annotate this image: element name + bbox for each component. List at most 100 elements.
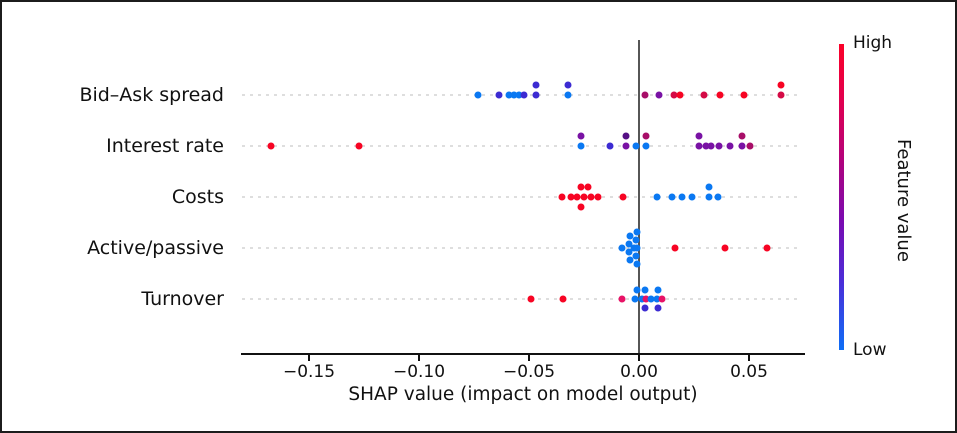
- data-point: [641, 304, 649, 312]
- data-point: [564, 91, 572, 99]
- data-point: [622, 132, 630, 140]
- data-point: [671, 244, 679, 252]
- data-point: [564, 81, 572, 89]
- data-point: [515, 91, 523, 99]
- data-point: [740, 91, 748, 99]
- data-point: [577, 132, 585, 140]
- feature-value-colorbar: [839, 44, 844, 350]
- data-point: [495, 91, 503, 99]
- data-point: [738, 142, 746, 150]
- data-point: [642, 142, 650, 150]
- data-point: [632, 142, 640, 150]
- data-point: [641, 286, 649, 294]
- x-axis-tick-label: −0.15: [282, 362, 336, 382]
- data-point: [618, 295, 626, 303]
- data-point: [474, 91, 482, 99]
- data-point: [577, 203, 585, 211]
- data-point: [777, 81, 785, 89]
- data-point: [594, 193, 602, 201]
- data-point: [626, 232, 634, 240]
- data-point: [532, 81, 540, 89]
- data-point: [606, 142, 614, 150]
- row-gridline: [242, 247, 802, 250]
- data-point: [705, 193, 713, 201]
- data-point: [707, 142, 715, 150]
- data-point: [714, 193, 722, 201]
- row-gridline: [242, 196, 802, 199]
- data-point: [510, 91, 518, 99]
- data-point: [625, 240, 633, 248]
- data-point: [647, 295, 655, 303]
- data-point: [726, 142, 734, 150]
- data-point: [763, 244, 771, 252]
- data-point: [670, 91, 678, 99]
- data-point: [716, 91, 724, 99]
- x-axis-tick-label: −0.05: [502, 362, 556, 382]
- x-axis-tick-label: 0.05: [730, 362, 768, 382]
- data-point: [715, 142, 723, 150]
- data-point: [653, 193, 661, 201]
- colorbar-title: Feature value: [893, 139, 914, 262]
- colorbar-high-label: High: [853, 33, 893, 53]
- data-point: [638, 295, 646, 303]
- data-point: [633, 228, 641, 236]
- data-point: [695, 132, 703, 140]
- x-axis-tick-mark: [418, 355, 420, 361]
- data-point: [558, 193, 566, 201]
- data-point: [655, 91, 663, 99]
- data-point: [577, 183, 585, 191]
- data-point: [688, 193, 696, 201]
- data-point: [777, 91, 785, 99]
- data-point: [721, 244, 729, 252]
- x-axis-tick-label: 0.00: [620, 362, 658, 382]
- data-point: [738, 132, 746, 140]
- data-point: [584, 183, 592, 191]
- data-point: [700, 91, 708, 99]
- data-point: [625, 248, 633, 256]
- data-point: [619, 193, 627, 201]
- data-point: [746, 142, 754, 150]
- feature-label: Interest rate: [106, 135, 224, 158]
- x-axis-tick-mark: [528, 355, 530, 361]
- feature-label: Bid–Ask spread: [79, 84, 224, 106]
- colorbar-low-label: Low: [853, 340, 887, 360]
- data-point: [532, 91, 540, 99]
- x-axis-tick-label: −0.10: [392, 362, 446, 382]
- data-point: [580, 193, 588, 201]
- data-point: [641, 91, 649, 99]
- data-point: [573, 193, 581, 201]
- data-point: [626, 256, 634, 264]
- data-point: [668, 193, 676, 201]
- x-axis-tick-mark: [638, 355, 640, 361]
- data-point: [654, 286, 662, 294]
- data-point: [567, 193, 575, 201]
- data-point: [520, 91, 528, 99]
- data-point: [559, 295, 567, 303]
- data-point: [622, 142, 630, 150]
- x-axis-tick-mark: [308, 355, 310, 361]
- data-point: [702, 142, 710, 150]
- data-point: [676, 91, 684, 99]
- data-point: [654, 304, 662, 312]
- feature-label: Turnover: [141, 288, 224, 311]
- data-point: [642, 295, 650, 303]
- row-gridline: [242, 298, 802, 301]
- data-point: [355, 142, 363, 150]
- data-point: [653, 295, 661, 303]
- data-point: [642, 132, 650, 140]
- data-point: [633, 260, 641, 268]
- data-point: [695, 142, 703, 150]
- data-point: [587, 193, 595, 201]
- data-point: [630, 244, 638, 252]
- x-axis-title: SHAP value (impact on model output): [348, 384, 698, 405]
- data-point: [505, 91, 513, 99]
- data-point: [633, 286, 641, 294]
- data-point: [631, 295, 639, 303]
- data-point: [658, 295, 666, 303]
- data-point: [705, 183, 713, 191]
- x-axis-line: [241, 353, 805, 355]
- data-point: [527, 295, 535, 303]
- data-point: [267, 142, 275, 150]
- data-point: [618, 244, 626, 252]
